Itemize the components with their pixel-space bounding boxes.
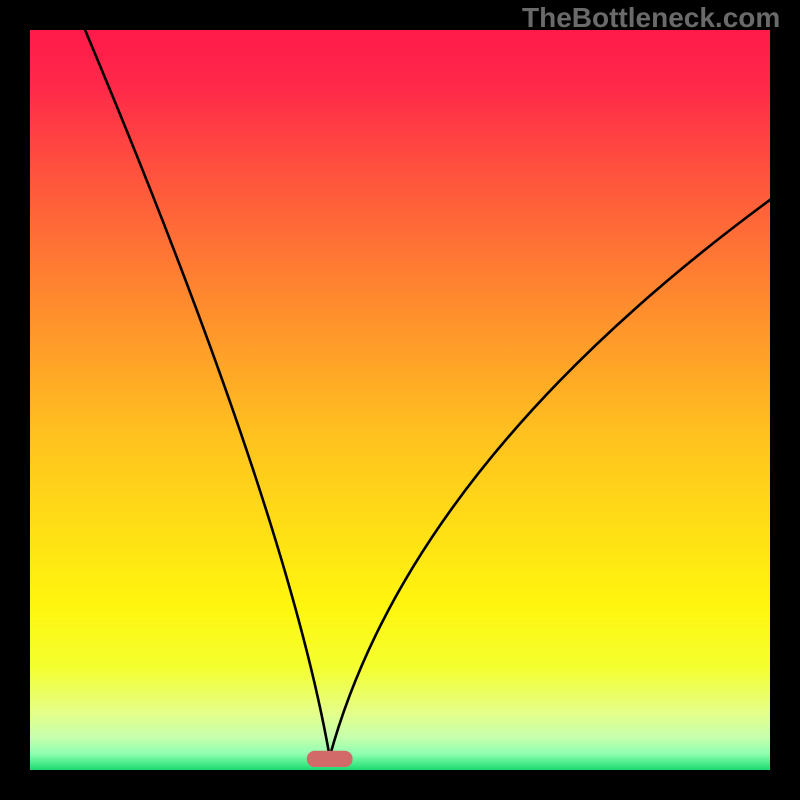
watermark-text: TheBottleneck.com xyxy=(522,2,780,34)
bottleneck-curve xyxy=(79,30,770,757)
apex-marker xyxy=(307,751,353,767)
plot-area xyxy=(30,30,770,770)
chart-svg xyxy=(30,30,770,770)
chart-container: TheBottleneck.com xyxy=(0,0,800,800)
